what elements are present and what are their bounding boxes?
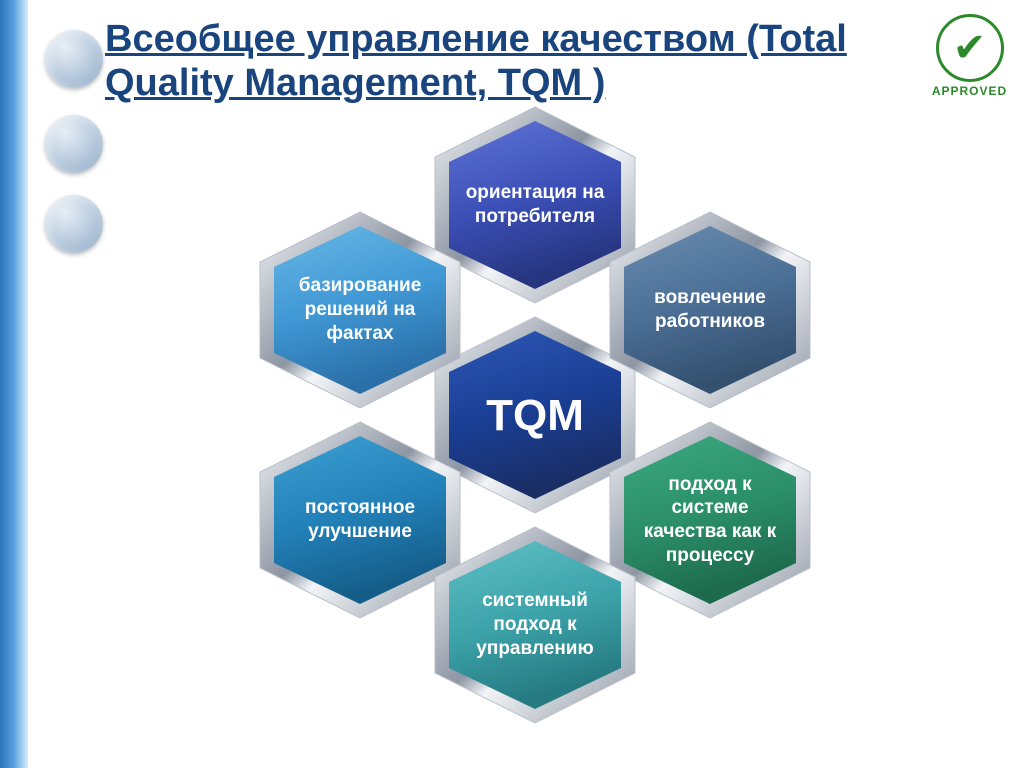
tqm-hex-diagram: TQM ориентация на потребителя (135, 105, 975, 745)
checkmark-icon: ✔ (953, 28, 987, 68)
hex-bottom: системный подход к управлению (425, 525, 645, 725)
side-bubble-3 (45, 195, 103, 253)
side-bubble-1 (45, 30, 103, 88)
approved-stamp: ✔ APPROVED (927, 14, 1012, 98)
hex-top-left: базирование решений на фактах (250, 210, 470, 410)
stamp-label: APPROVED (927, 84, 1012, 98)
hex-label-bottom: системный подход к управлению (425, 525, 645, 725)
hex-top-right: вовлечение работников (600, 210, 820, 410)
left-accent-bar (0, 0, 28, 768)
page-title: Всеобщее управление качеством (Total Qua… (105, 18, 944, 105)
side-bubble-2 (45, 115, 103, 173)
stamp-ring-icon: ✔ (936, 14, 1004, 82)
hex-label-top-right: вовлечение работников (600, 210, 820, 410)
hex-label-top-left: базирование решений на фактах (250, 210, 470, 410)
